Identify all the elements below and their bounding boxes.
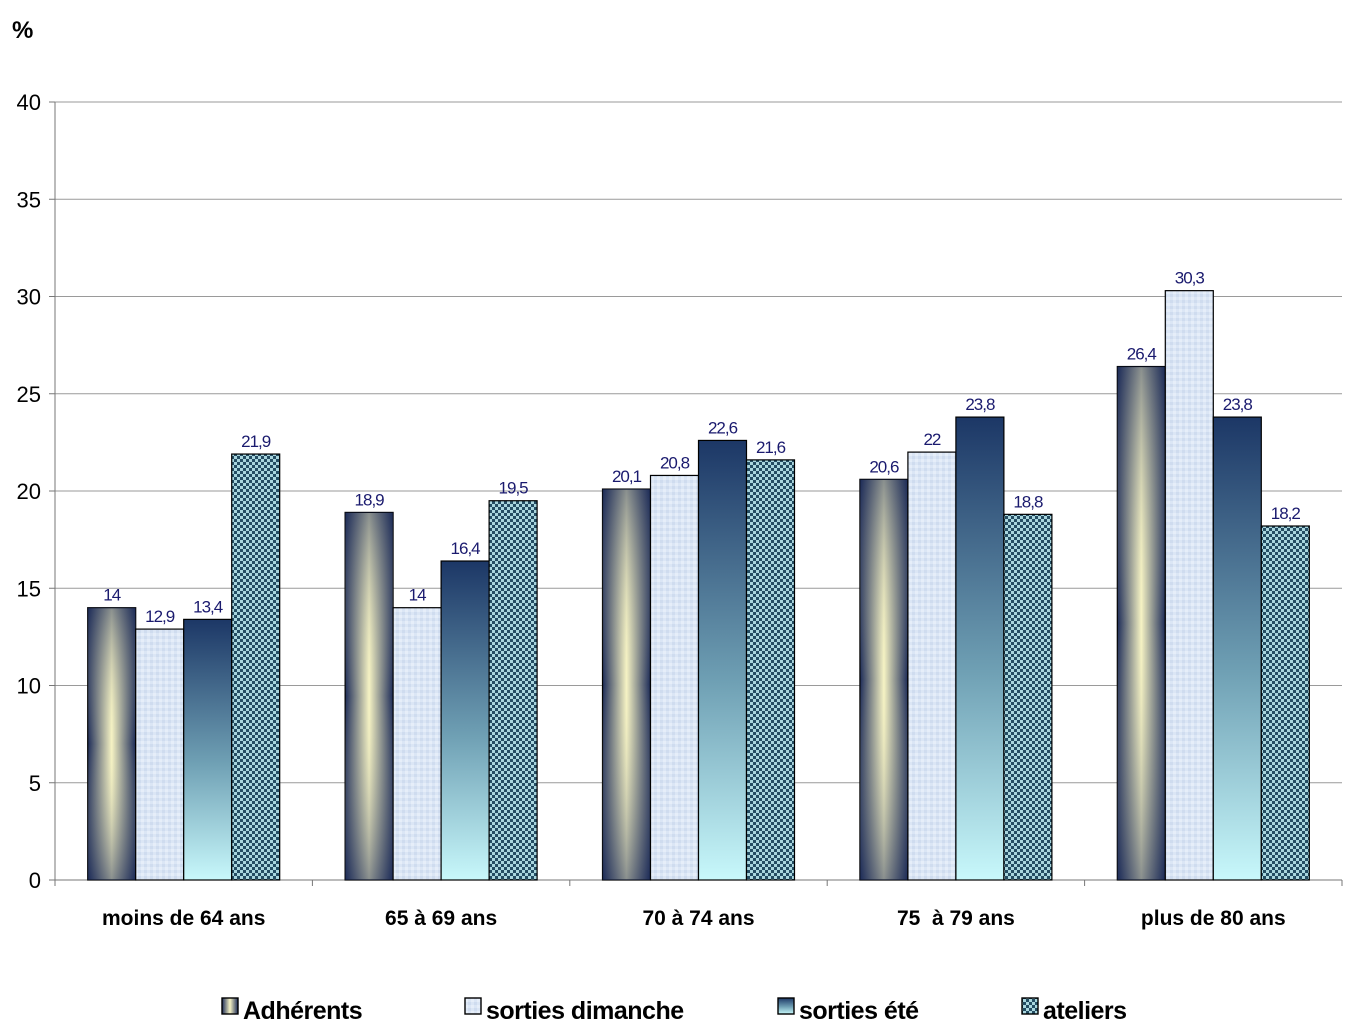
legend-label: Adhérents [243, 997, 362, 1023]
bar-4-1 [231, 453, 281, 881]
y-tick-label: 10 [17, 674, 41, 699]
y-tick-label: 25 [17, 382, 41, 407]
data-label: 14 [103, 586, 120, 605]
bar-3-1 [183, 618, 233, 881]
data-label: 23,8 [1223, 395, 1253, 414]
x-category-label: 65 à 69 ans [385, 907, 497, 930]
y-tick-label: 30 [17, 285, 41, 310]
y-tick-label: 35 [17, 187, 41, 212]
bar-4-2 [488, 500, 538, 881]
x-category-label: 70 à 74 ans [642, 907, 754, 930]
y-tick-label: 20 [17, 479, 41, 504]
bar-3-5 [1212, 416, 1262, 881]
bar-2-1 [135, 628, 185, 881]
bar-3-3 [697, 439, 748, 881]
bars [87, 290, 1310, 881]
y-tick-label: 5 [29, 771, 41, 796]
legend-label: ateliers [1043, 997, 1127, 1023]
data-label: 20,8 [660, 453, 690, 472]
legend-swatch [464, 997, 482, 1015]
x-category-label: moins de 64 ans [102, 907, 265, 930]
bar-shade-1 [87, 607, 136, 880]
y-tick-label: 15 [17, 576, 41, 601]
data-label: 18,9 [355, 490, 385, 509]
legend-swatch [777, 997, 795, 1015]
bar-shade-3 [602, 489, 651, 880]
data-label: 22 [923, 430, 940, 449]
bar-2-2 [392, 607, 442, 881]
y-tick-label: 40 [17, 90, 41, 115]
data-label: 18,8 [1013, 492, 1043, 511]
bar-shade-4 [859, 479, 908, 880]
bar-4-3 [745, 459, 796, 881]
bar-3-4 [955, 416, 1005, 881]
bar-2-4 [907, 451, 957, 881]
legend: Adhérents sorties dimanche sorties été atel… [221, 997, 1127, 1023]
data-label: 26,4 [1127, 345, 1157, 364]
data-label: 30,3 [1175, 269, 1205, 288]
data-label: 16,4 [451, 539, 481, 558]
x-category-label: plus de 80 ans [1141, 907, 1286, 930]
data-label: 12,9 [145, 607, 175, 626]
data-label: 18,2 [1271, 504, 1301, 523]
data-label: 14 [409, 586, 426, 605]
bar-3-2 [440, 560, 490, 881]
data-label: 21,9 [241, 432, 271, 451]
bar-shade-2 [345, 512, 394, 880]
data-label: 23,8 [965, 395, 995, 414]
axes: 0 5 10 15 20 25 30 35 40 moins de 64 ans 65 à 69 a… [17, 90, 1343, 930]
bar-4-5 [1260, 525, 1310, 881]
bar-2-5 [1164, 290, 1214, 881]
data-label: 21,6 [756, 438, 786, 457]
bar-2-3 [649, 474, 700, 881]
legend-label: sorties été [799, 997, 919, 1023]
y-tick-label: 0 [29, 868, 41, 893]
data-label: 22,6 [708, 418, 738, 437]
legend-swatch [221, 997, 239, 1015]
data-label: 20,1 [612, 467, 642, 486]
data-label: 19,5 [499, 479, 529, 498]
data-labels: 14 12,9 13,4 21,9 18,9 14 16,4 19,5 20,1 20,8 22,6… [103, 269, 1301, 626]
x-category-label: 75 à 79 ans [897, 907, 1015, 930]
data-label: 13,4 [193, 597, 223, 616]
data-label: 20,6 [869, 457, 899, 476]
y-axis-unit-label: % [12, 17, 33, 44]
bar-4-4 [1003, 513, 1053, 881]
legend-label: sorties dimanche [486, 997, 684, 1023]
bar-shade-5 [1117, 366, 1166, 880]
legend-swatch [1021, 997, 1039, 1015]
